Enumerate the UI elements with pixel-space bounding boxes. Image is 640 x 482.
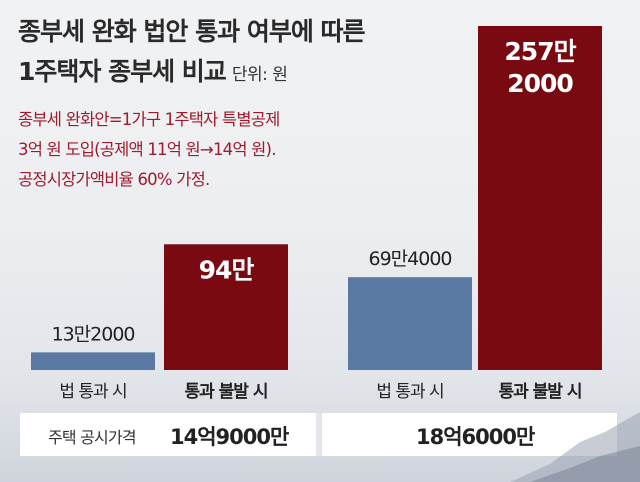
chart-title-line2-text: 1주택자 종부세 비교 bbox=[18, 57, 227, 86]
note-line-2: 3억 원 도입(공제액 11억 원→14억 원). bbox=[18, 140, 276, 159]
mountain-decoration bbox=[510, 412, 640, 482]
data-label-g2-failed: 257만 2000 bbox=[504, 37, 576, 98]
note-line-3: 공정시장가액비율 60% 가정. bbox=[18, 170, 210, 189]
category-label-g2-failed: 통과 불발 시 bbox=[498, 382, 581, 402]
category-label-g2-passed: 법 통과 시 bbox=[376, 382, 443, 402]
chart-title-line1: 종부세 완화 법안 통과 여부에 따른 bbox=[18, 17, 366, 46]
footer-divider bbox=[316, 413, 322, 456]
footer-label: 주택 공시가격 bbox=[48, 428, 137, 447]
unit-label: 단위: 원 bbox=[231, 65, 288, 85]
bar-g2-passed bbox=[348, 277, 472, 370]
note-line-1: 종부세 완화안=1가구 1주택자 특별공제 bbox=[18, 110, 280, 129]
price-footer: 주택 공시가격 14억9000만 18억6000만 bbox=[20, 413, 617, 456]
bar-g1-passed bbox=[31, 352, 155, 370]
data-label-g1-failed: 94만 bbox=[199, 255, 255, 284]
bar-g1-failed bbox=[164, 244, 288, 370]
data-label-g1-passed: 13만2000 bbox=[51, 323, 134, 345]
chart-title-line2: 1주택자 종부세 비교 단위: 원 bbox=[18, 52, 288, 88]
price-group-2: 18억6000만 bbox=[416, 425, 535, 449]
price-group-1: 14억9000만 bbox=[170, 425, 289, 449]
category-label-g1-failed: 통과 불발 시 bbox=[184, 382, 267, 402]
category-label-g1-passed: 법 통과 시 bbox=[59, 382, 126, 402]
data-label-g2-passed: 69만4000 bbox=[368, 248, 451, 270]
bar-g2-failed bbox=[478, 26, 602, 370]
